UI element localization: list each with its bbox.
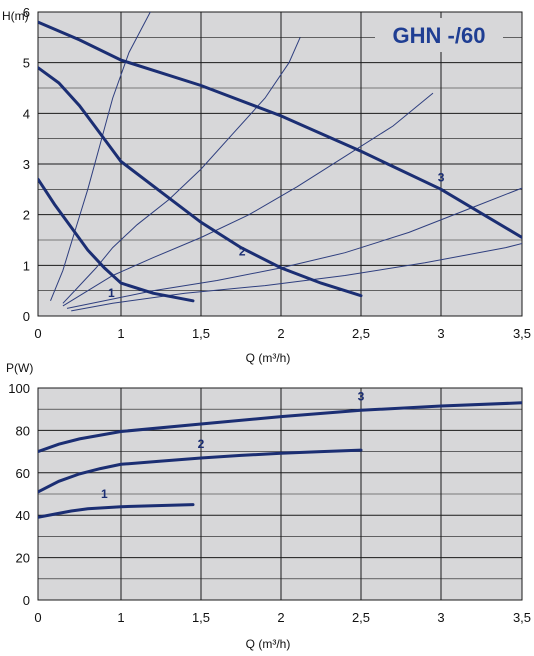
series-label-2: 2 [198,437,205,451]
x-tick-label: 3 [437,326,444,341]
head-y-axis-label: H(m) [2,9,29,23]
x-tick-label: 0 [34,610,41,625]
y-tick-label: 40 [16,508,30,523]
x-tick-label: 3 [437,610,444,625]
series-line-1 [38,503,195,519]
y-tick-label: 20 [16,551,30,566]
x-tick-label: 2 [277,610,284,625]
series-label-2: 2 [239,245,246,259]
head-series: 1 2 3 [38,20,522,303]
system-curve [71,243,522,312]
series-line-3 [38,20,522,240]
x-tick-label: 1 [117,610,124,625]
power-series: 1 2 3 [38,389,522,519]
y-tick-label: 5 [23,56,30,71]
x-tick-label: 0 [34,326,41,341]
x-tick-label: 2,5 [352,610,370,625]
y-tick-label: 2 [23,208,30,223]
y-tick-label: 60 [16,466,30,481]
head-x-ticks: 0 1 1,5 2 2,5 3 3,5 [34,326,531,341]
power-y-axis-label: P(W) [6,361,33,375]
y-tick-label: 0 [23,309,30,324]
series-label-3: 3 [438,170,445,184]
power-chart: 1 2 3 0 1 1,5 2 2,5 3 3,5 0 20 40 60 80 100 P(W) Q (m… [6,361,531,651]
x-tick-label: 1,5 [192,610,210,625]
power-x-axis-label: Q (m³/h) [246,637,291,651]
x-tick-label: 2 [277,326,284,341]
y-tick-label: 3 [23,157,30,172]
power-grid [37,387,523,601]
x-tick-label: 3,5 [513,326,531,341]
power-x-ticks: 0 1 1,5 2 2,5 3 3,5 [34,610,531,625]
model-title: GHN -/60 [393,23,486,48]
plot-border [37,387,523,601]
system-curve [62,92,434,307]
series-line-3 [38,401,522,454]
series-line-1 [38,177,195,303]
series-label-1: 1 [101,487,108,501]
y-tick-label: 100 [8,381,30,396]
head-y-ticks: 0 1 2 3 4 5 6 [23,5,30,324]
system-curve [66,187,522,309]
series-line-2 [38,66,363,298]
x-tick-label: 1,5 [192,326,210,341]
x-tick-label: 1 [117,326,124,341]
head-x-axis-label: Q (m³/h) [246,351,291,365]
system-curve [50,12,151,301]
head-grid [37,11,523,317]
power-y-ticks: 0 20 40 60 80 100 [8,381,30,608]
y-tick-label: 80 [16,423,30,438]
series-label-1: 1 [108,286,115,300]
x-tick-label: 3,5 [513,610,531,625]
y-tick-label: 6 [23,5,30,20]
x-tick-label: 2,5 [352,326,370,341]
y-tick-label: 0 [23,593,30,608]
plot-border [37,11,523,317]
series-line-2 [38,448,363,494]
y-tick-label: 4 [23,106,30,121]
head-system-curves [50,12,522,312]
model-title-box [375,18,503,52]
y-tick-label: 1 [23,258,30,273]
series-label-3: 3 [358,389,365,403]
